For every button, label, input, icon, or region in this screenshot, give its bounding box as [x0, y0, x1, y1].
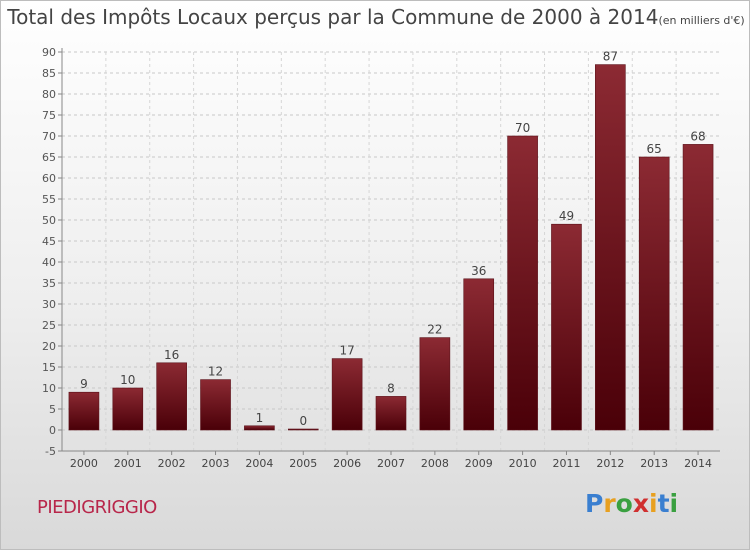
y-tick-label: 85	[42, 67, 56, 80]
chart-subtitle: (en milliers d'€)	[658, 14, 745, 27]
x-tick-label: 2003	[202, 457, 230, 470]
data-label-2013: 65	[647, 142, 662, 156]
x-tick-label: 2014	[684, 457, 712, 470]
data-label-2010: 70	[515, 121, 530, 135]
data-label-2007: 8	[387, 381, 395, 395]
bar-2006	[331, 358, 363, 431]
chart-title: Total des Impôts Locaux perçus par la Co…	[7, 5, 659, 29]
commune-name: PIEDIGRIGGIO	[37, 497, 157, 518]
x-tick-label: 2005	[289, 457, 317, 470]
data-label-2008: 22	[427, 323, 442, 337]
y-tick-label: 80	[42, 88, 56, 101]
x-tick-label: 2007	[377, 457, 405, 470]
bar-2004	[244, 425, 275, 431]
data-label-2002: 16	[164, 348, 179, 362]
x-tick-label: 2008	[421, 457, 449, 470]
bar-2010	[507, 135, 538, 431]
logo-letter: P	[585, 489, 604, 518]
data-label-2004: 1	[256, 411, 264, 425]
y-tick-label: 70	[42, 130, 56, 143]
bar-2005	[287, 428, 319, 431]
logo-letter: o	[615, 489, 633, 518]
x-tick-label: 2002	[158, 457, 186, 470]
x-tick-label: 2010	[509, 457, 537, 470]
x-tick-label: 2000	[70, 457, 98, 470]
logo-letter: i	[649, 489, 658, 518]
bar-2003	[200, 379, 231, 431]
data-label-2014: 68	[690, 129, 705, 143]
bar-2001	[112, 387, 144, 431]
x-tick-label: 2004	[245, 457, 273, 470]
y-tick-label: 15	[42, 361, 56, 374]
bar-2013	[638, 156, 670, 431]
data-label-2001: 10	[120, 373, 135, 387]
y-tick-label: -5	[45, 445, 56, 458]
data-label-2009: 36	[471, 264, 486, 278]
logo-letter: i	[669, 489, 679, 518]
x-tick-label: 2001	[114, 457, 142, 470]
x-tick-label: 2012	[596, 457, 624, 470]
bar-2012	[595, 64, 626, 431]
data-label-2006: 17	[339, 344, 354, 358]
bar-2009	[463, 278, 495, 431]
y-tick-label: 10	[42, 382, 56, 395]
y-tick-label: 5	[49, 403, 56, 416]
y-tick-label: 65	[42, 151, 56, 164]
y-tick-label: 35	[42, 277, 56, 290]
y-tick-label: 55	[42, 193, 56, 206]
y-tick-label: 75	[42, 109, 56, 122]
bars	[68, 64, 714, 431]
x-tick-label: 2009	[465, 457, 493, 470]
y-tick-label: 30	[42, 298, 56, 311]
bar-2011	[551, 223, 582, 431]
bar-2000	[68, 391, 100, 431]
y-tick-label: 20	[42, 340, 56, 353]
y-tick-label: 40	[42, 256, 56, 269]
bar-2002	[156, 362, 187, 431]
y-tick-label: 45	[42, 235, 56, 248]
data-label-2000: 9	[80, 377, 88, 391]
y-tick-label: 60	[42, 172, 56, 185]
y-tick-label: 25	[42, 319, 56, 332]
bar-2007	[375, 396, 407, 431]
x-tick-label: 2013	[640, 457, 668, 470]
x-tick-label: 2006	[333, 457, 361, 470]
data-label-2012: 87	[603, 50, 618, 64]
y-tick-label: 50	[42, 214, 56, 227]
y-tick-label: 90	[42, 46, 56, 59]
bar-2014	[682, 144, 714, 431]
data-label-2005: 0	[299, 414, 307, 428]
chart-title-line: Total des Impôts Locaux perçus par la Co…	[1, 5, 750, 29]
data-label-2003: 12	[208, 365, 223, 379]
proxiti-logo: Proxiti	[585, 489, 678, 518]
y-tick-label: 0	[49, 424, 56, 437]
logo-letter: r	[603, 489, 616, 518]
axes: -505101520253035404550556065707580859020…	[42, 46, 720, 470]
x-tick-label: 2011	[552, 457, 580, 470]
logo-letter: t	[657, 489, 670, 518]
data-label-2011: 49	[559, 209, 574, 223]
logo-letter: x	[632, 489, 649, 518]
bar-2008	[419, 337, 451, 431]
